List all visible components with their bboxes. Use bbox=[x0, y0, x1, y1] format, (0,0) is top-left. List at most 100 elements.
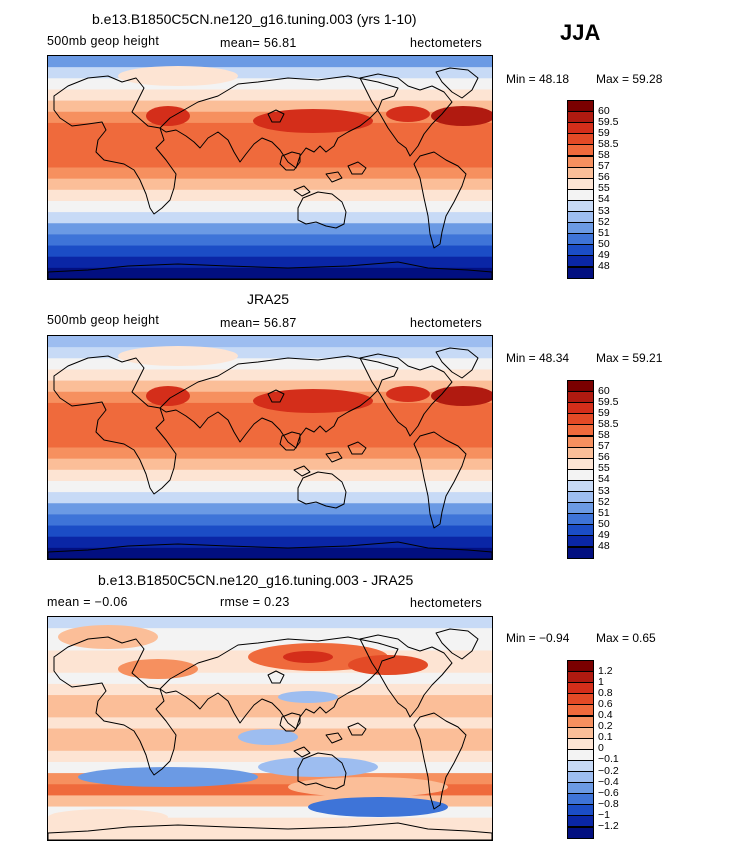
panel-1-max: Max = 59.28 bbox=[596, 72, 663, 86]
lat-band bbox=[48, 189, 492, 202]
colorbar-tick-label: −0.4 bbox=[598, 775, 619, 788]
lat-band bbox=[48, 750, 492, 763]
colorbar-tick-label: 59 bbox=[598, 406, 610, 419]
anomaly-blob bbox=[118, 66, 238, 86]
panel-2-title: JRA25 bbox=[247, 291, 290, 307]
panel-3-title: b.e13.B1850C5CN.ne120_g16.tuning.003 - J… bbox=[98, 572, 414, 588]
panel-1-min: Min = 48.18 bbox=[506, 72, 570, 86]
lat-band bbox=[48, 234, 492, 247]
anomaly-blob bbox=[386, 386, 430, 402]
lat-band bbox=[48, 178, 492, 191]
coastline bbox=[325, 171, 343, 183]
colorbar-tick-label: 0.8 bbox=[598, 686, 613, 699]
coastline bbox=[267, 670, 285, 684]
lat-band bbox=[48, 828, 492, 840]
lat-band bbox=[48, 425, 492, 437]
coastline bbox=[297, 191, 347, 229]
panel-2-map bbox=[47, 335, 493, 560]
lat-band bbox=[48, 380, 492, 393]
coastline bbox=[159, 355, 399, 449]
lat-band bbox=[48, 369, 492, 382]
panel-3-colorbar: 1.2 1 0.8 0.6 0.4 0.2 0.1 0 −0.1 −0.2 −0.4 −0.6 −0.8… bbox=[567, 660, 619, 839]
colorbar-tick-label: 58 bbox=[598, 149, 610, 161]
lat-band bbox=[48, 817, 492, 830]
lat-band bbox=[48, 336, 492, 348]
colorbar-tick-label: 60 bbox=[598, 384, 610, 397]
coastline bbox=[435, 67, 479, 99]
panel-2-mean: mean= 56.87 bbox=[220, 316, 297, 330]
colorbar-tick-label: 52 bbox=[598, 215, 610, 228]
panel-3-rmse: rmse = 0.23 bbox=[220, 595, 290, 609]
colorbar-tick-label: 59 bbox=[598, 126, 610, 139]
colorbar-tick-label: 0.2 bbox=[598, 720, 613, 733]
lat-band bbox=[48, 89, 492, 102]
colorbar-tick-label: 56 bbox=[598, 451, 610, 464]
lat-band bbox=[48, 617, 492, 629]
colorbar-tick-label: 0.1 bbox=[598, 731, 613, 744]
panel-2-field: 500mb geop height bbox=[47, 313, 160, 327]
anomaly-blob bbox=[431, 106, 492, 126]
anomaly-blob bbox=[238, 729, 298, 745]
lat-band bbox=[48, 525, 492, 538]
colorbar-tick-label: 48 bbox=[598, 260, 610, 272]
coastline bbox=[347, 722, 367, 736]
lat-band bbox=[48, 414, 492, 426]
panel-2-units: hectometers bbox=[410, 316, 483, 330]
colorbar-tick-label: −0.8 bbox=[598, 797, 619, 810]
coastline bbox=[297, 471, 347, 509]
coastline bbox=[48, 541, 492, 559]
lat-band bbox=[48, 200, 492, 213]
anomaly-blob bbox=[258, 757, 378, 777]
anomaly-blob bbox=[146, 106, 190, 126]
colorbar-tick-label: 50 bbox=[598, 237, 610, 250]
coastline bbox=[159, 636, 399, 730]
colorbar-tick-label: 0.4 bbox=[598, 709, 613, 721]
colorbar-tick-label: 57 bbox=[598, 160, 610, 173]
colorbar-tick-label: 57 bbox=[598, 440, 610, 453]
colorbar-swatch bbox=[567, 266, 594, 279]
lat-band bbox=[48, 706, 492, 718]
coastline bbox=[159, 75, 399, 169]
anomaly-blob bbox=[78, 767, 258, 787]
lat-band bbox=[48, 503, 492, 515]
colorbar-tick-label: 58.5 bbox=[598, 417, 619, 430]
lat-band bbox=[48, 56, 492, 68]
colorbar-tick-label: 60 bbox=[598, 104, 610, 117]
coastline bbox=[413, 151, 467, 249]
colorbar-tick-label: 53 bbox=[598, 484, 610, 497]
lat-band bbox=[48, 695, 492, 707]
colorbar-tick-label: 58 bbox=[598, 429, 610, 441]
lat-band bbox=[48, 717, 492, 730]
colorbar-tick-label: −0.6 bbox=[598, 786, 619, 799]
lat-band bbox=[48, 267, 492, 279]
colorbar-tick-label: −1 bbox=[598, 808, 610, 821]
panel-1-field: 500mb geop height bbox=[47, 34, 160, 48]
panel-3-mean: mean = −0.06 bbox=[47, 595, 128, 609]
colorbar-tick-label: 1.2 bbox=[598, 664, 613, 677]
coastline bbox=[293, 746, 311, 758]
coastline bbox=[53, 636, 177, 776]
panel-3-map bbox=[47, 616, 493, 841]
coastline bbox=[279, 151, 301, 171]
lat-band bbox=[48, 223, 492, 235]
colorbar-tick-label: 50 bbox=[598, 517, 610, 530]
colorbar-swatch bbox=[567, 546, 594, 559]
lat-band bbox=[48, 167, 492, 180]
panel-3-units: hectometers bbox=[410, 596, 483, 610]
lat-band bbox=[48, 156, 492, 169]
anomaly-blob bbox=[118, 659, 198, 679]
lat-band bbox=[48, 256, 492, 269]
colorbar-tick-label: 59.5 bbox=[598, 115, 619, 128]
coastline bbox=[347, 161, 367, 175]
anomaly-blob bbox=[386, 106, 430, 122]
panel-2-colorbar: 60 59.5 59 58.5 58 57 56 55 54 53 52 51 50 49 48 bbox=[567, 380, 618, 559]
coastline bbox=[435, 347, 479, 379]
lat-band bbox=[48, 806, 492, 819]
colorbar-tick-label: 1 bbox=[598, 675, 604, 688]
lat-band bbox=[48, 447, 492, 460]
panel-1-title: b.e13.B1850C5CN.ne120_g16.tuning.003 (yr… bbox=[92, 11, 417, 27]
colorbar-tick-label: 55 bbox=[598, 182, 610, 195]
coastline bbox=[359, 73, 453, 157]
coastline bbox=[325, 451, 343, 463]
coastline bbox=[279, 712, 301, 732]
